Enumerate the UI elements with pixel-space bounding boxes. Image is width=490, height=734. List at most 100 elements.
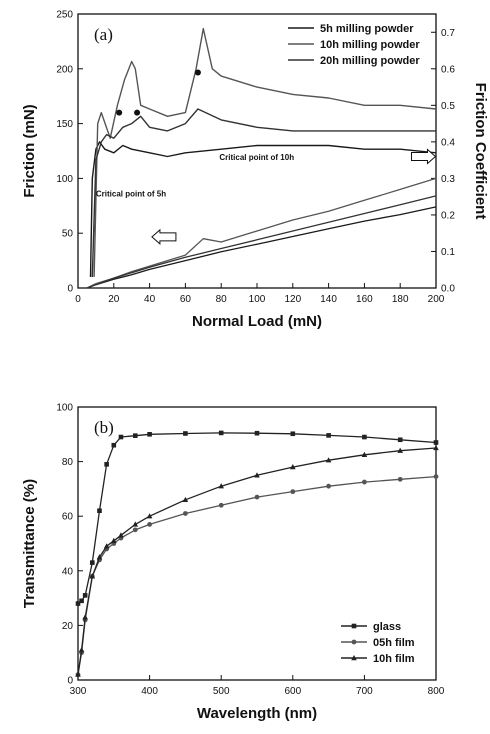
data-point [290,489,296,495]
data-point [97,508,102,514]
x-tick-label: 500 [213,686,230,697]
series-line-4 [93,27,437,278]
legend-label: 05h film [373,637,415,649]
data-point [362,434,367,440]
y-tick-label: 200 [56,64,73,75]
x-tick-label: 160 [356,294,373,305]
data-point [361,451,368,457]
annotation-label: Critical point of 5h [96,190,166,199]
x-tick-label: 120 [284,294,301,305]
series-line-2 [86,195,437,289]
data-point [82,614,88,620]
chart-panel-a: 0 20 40 60 80 100 120 140 160 180 200 0 50 100 150 200 2… [21,10,489,331]
data-point [326,433,331,438]
x-tick-label: 800 [428,686,445,697]
series-line-3 [89,141,437,278]
legend: 5h milling powder 10h milling powder 20h m… [288,23,420,67]
data-point [218,483,224,489]
data-point [82,593,88,598]
critical-point-marker [116,109,123,116]
y2-tick-label: 0.5 [441,101,455,112]
data-point [132,521,139,527]
arrow-left-icon [151,228,177,245]
x-tick-label: 20 [108,294,120,305]
x-tick-label: 700 [356,686,373,697]
x-tick-label: 400 [141,686,158,697]
data-point [103,543,110,549]
x-axis-title: Normal Load (mN) [192,313,322,330]
data-point [433,440,439,445]
chart-panel-b: 300 400 500 600 700 800 0 20 40 60 80 100 Wavelength… [21,403,445,723]
data-point [397,476,403,482]
plot-frame [77,406,437,681]
data-point [326,483,331,489]
data-point [104,462,109,467]
series-line-0 [86,206,437,289]
y2-tick-label: 0.4 [441,137,455,148]
x-tick-label: 180 [392,294,409,305]
x-axis-title: Wavelength (nm) [197,705,317,722]
data-point [254,494,260,500]
series-line-2 [77,447,437,675]
y-tick-label: 20 [62,621,74,632]
y-tick-label: 40 [62,566,74,577]
y-axis-title: Friction (mN) [21,104,38,197]
data-point [147,521,153,527]
data-point [132,433,138,438]
data-point [290,464,296,470]
y-tick-label: 0 [67,676,73,687]
legend-marker [351,623,357,629]
x-tick-label: 300 [70,686,87,697]
arrow-right-icon [410,148,437,165]
data-point [111,442,117,448]
series-line-5 [91,108,436,278]
data-point [290,431,296,437]
x-tick-label: 140 [320,294,337,305]
data-point [254,472,260,478]
x-tick-label: 60 [180,294,192,305]
y-tick-label: 100 [56,403,73,414]
y-tick-label: 50 [62,229,74,240]
data-point [79,598,84,604]
legend-marker [351,655,357,661]
series-line-0 [77,432,437,605]
x-tick-label: 80 [216,294,228,305]
y2-tick-label: 0.1 [441,247,455,258]
legend-label: glass [373,621,401,633]
panel-label: (a) [94,25,113,44]
data-point [397,437,403,443]
critical-point-marker [194,69,201,76]
data-point [218,502,224,508]
data-point [89,573,96,579]
data-point [183,511,188,516]
data-point [397,447,403,453]
data-point [147,432,152,437]
legend-label: 10h milling powder [320,39,420,51]
x-tick-label: 200 [428,294,445,305]
y-tick-label: 150 [56,119,73,130]
y2-axis-title: Friction Coefficient [472,83,489,220]
y2-tick-label: 0.6 [441,64,455,75]
y-axis-title: Transmittance (%) [21,479,38,608]
data-point [75,671,81,677]
data-point [433,444,439,451]
legend: glass 05h film 10h film [341,621,415,665]
data-point [146,513,153,519]
x-tick-label: 40 [144,294,156,305]
y-tick-label: 80 [62,457,74,468]
y-tick-label: 0 [67,284,73,295]
data-point [182,496,189,503]
data-point [75,601,81,606]
legend-label: 10h film [373,653,415,665]
annotation-label: Critical point of 10h [219,153,294,162]
data-point [118,434,124,440]
y2-tick-label: 0.2 [441,210,455,221]
data-point [132,527,138,533]
data-point [218,430,224,436]
x-tick-label: 0 [75,294,81,305]
y-tick-label: 250 [56,10,73,21]
data-point [433,474,439,480]
legend-label: 5h milling powder [320,23,414,35]
y-tick-label: 60 [62,512,74,523]
